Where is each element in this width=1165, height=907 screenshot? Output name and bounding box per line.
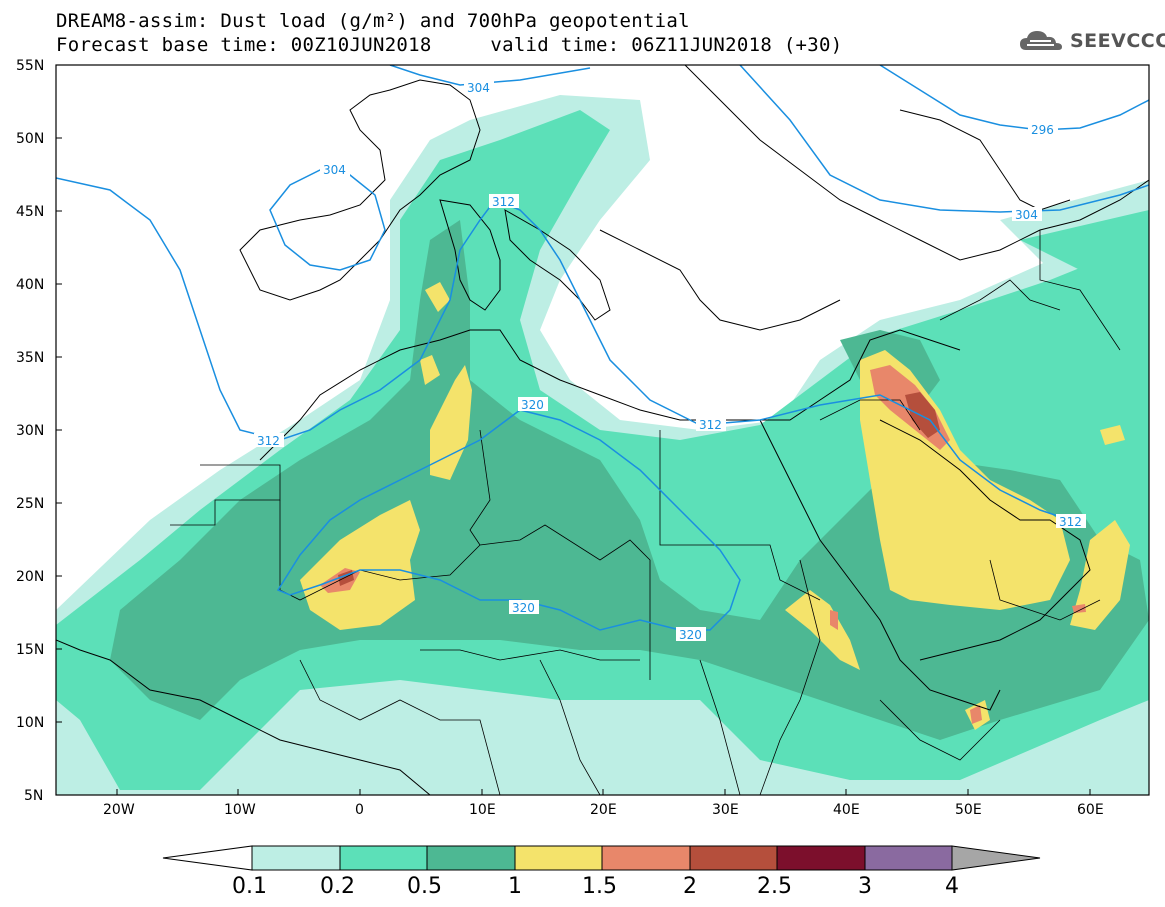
- lat-label: 40N: [16, 277, 44, 293]
- contour-label-group: 304 304 296 304 312 312 312 312 320 320 …: [254, 80, 1086, 642]
- country-borders: [170, 230, 1121, 795]
- contour-label-312-egypt: 312: [699, 418, 722, 432]
- lat-label: 30N: [16, 423, 44, 439]
- lon-label: 10W: [224, 802, 256, 818]
- colorbar-max-arrow: [951, 845, 1041, 871]
- lat-label: 20N: [16, 569, 44, 585]
- colorbar: [162, 845, 1041, 871]
- colorbar-min-arrow: [162, 845, 253, 871]
- lon-label: 60E: [1077, 802, 1104, 818]
- map-area: 304 304 296 304 312 312 312 312 320 320 …: [56, 65, 1149, 795]
- colorbar-label: 3: [858, 874, 872, 899]
- colorbar-labels: 0.1 0.2 0.5 1 1.5 2 2.5 3 4: [232, 874, 959, 899]
- lon-label: 40E: [833, 802, 860, 818]
- contour-label-304-north: 304: [467, 81, 490, 95]
- colorbar-swatch: [776, 845, 866, 871]
- lat-label: 10N: [16, 715, 44, 731]
- lat-label: 45N: [16, 204, 44, 220]
- colorbar-label: 2: [683, 874, 697, 899]
- lon-label: 50E: [955, 802, 982, 818]
- forecast-time-subtitle: Forecast base time: 00Z10JUN2018 valid t…: [56, 34, 843, 56]
- coastlines: [56, 65, 1149, 795]
- lon-label: 30E: [712, 802, 739, 818]
- lon-label: 10E: [469, 802, 496, 818]
- contour-label-304-east: 304: [1015, 208, 1038, 222]
- colorbar-label: 0.2: [320, 874, 355, 899]
- contour-label-296: 296: [1031, 123, 1054, 137]
- contour-label-304-france: 304: [323, 163, 346, 177]
- colorbar-swatch: [514, 845, 603, 871]
- lat-label: 25N: [16, 496, 44, 512]
- lon-label: 20W: [103, 802, 135, 818]
- lat-label: 55N: [16, 58, 44, 74]
- contour-label-320-sudan: 320: [679, 628, 702, 642]
- lon-label: 0: [355, 802, 364, 818]
- colorbar-swatch: [426, 845, 516, 871]
- longitude-labels: 20W 10W 0 10E 20E 30E 40E 50E 60E: [103, 802, 1104, 818]
- colorbar-label: 1.5: [582, 874, 617, 899]
- contour-label-320-libya: 320: [521, 398, 544, 412]
- latitude-labels: 55N 50N 45N 40N 35N 30N 25N 20N 15N 10N …: [16, 58, 44, 804]
- cloud-icon: [1020, 31, 1062, 50]
- colorbar-label: 0.5: [407, 874, 442, 899]
- colorbar-label: 0.1: [232, 874, 267, 899]
- colorbar-swatch: [689, 845, 778, 871]
- colorbar-label: 1: [508, 874, 522, 899]
- chart-title: DREAM8-assim: Dust load (g/m²) and 700hP…: [56, 10, 690, 32]
- contour-label-312-italy: 312: [492, 195, 515, 209]
- lat-label: 50N: [16, 131, 44, 147]
- axis-ticks: [56, 64, 1091, 795]
- colorbar-swatch: [864, 845, 953, 871]
- colorbar-label: 2.5: [757, 874, 792, 899]
- logo-text: SEEVCCC: [1070, 30, 1165, 52]
- contour-label-312-oman: 312: [1059, 515, 1082, 529]
- colorbar-swatch: [251, 845, 341, 871]
- lat-label: 35N: [16, 350, 44, 366]
- contour-label-320-chad: 320: [512, 601, 535, 615]
- lat-label: 5N: [24, 788, 43, 804]
- contour-label-312-west: 312: [257, 434, 280, 448]
- lat-label: 15N: [16, 642, 44, 658]
- colorbar-swatch: [339, 845, 428, 871]
- colorbar-label: 4: [945, 874, 959, 899]
- seevccc-logo: SEEVCCC: [1018, 28, 1165, 54]
- colorbar-swatch: [601, 845, 691, 871]
- lon-label: 20E: [590, 802, 617, 818]
